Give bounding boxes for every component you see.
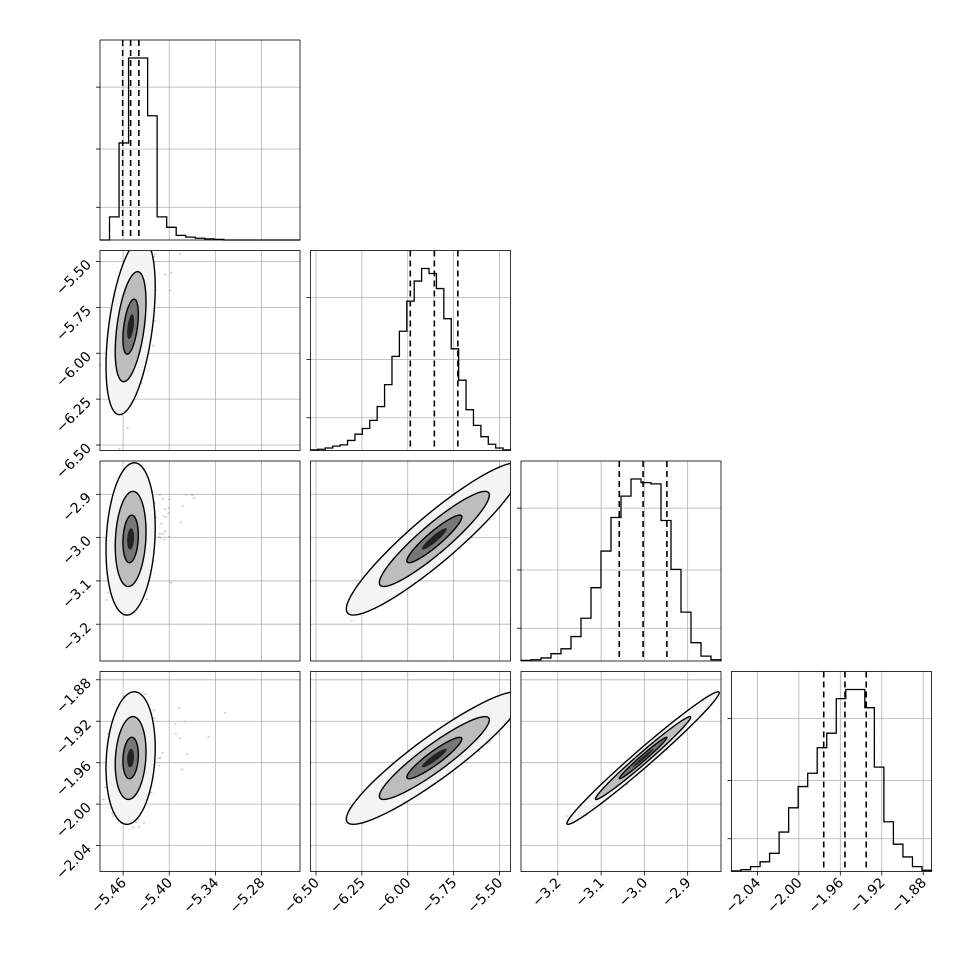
scatter-panel-3-1	[310, 671, 511, 872]
x-tick-label-1-4: −5.50	[465, 875, 507, 917]
x-tick-label-2-2: −3.0	[616, 875, 651, 910]
x-tick-label-0-3: −5.28	[227, 875, 269, 917]
x-tick-label-3-2: −1.96	[805, 875, 847, 917]
density-core	[421, 748, 447, 768]
panel-content	[102, 691, 227, 829]
panel-content	[345, 691, 511, 826]
y-tick-label-2-0: −3.2	[59, 620, 94, 655]
x-tick-label-1-0: −6.50	[281, 875, 323, 917]
panel-frame-3-1	[310, 671, 511, 872]
panel-content	[105, 462, 196, 616]
y-tick-label-1-0: −6.50	[53, 441, 95, 483]
x-tick-label-0-0: −5.46	[88, 875, 130, 917]
panel-frame-2-1	[310, 460, 511, 662]
panel-frame-2-0	[99, 460, 301, 662]
histogram-frame-3	[731, 671, 932, 872]
x-tick-label-3-4: −1.88	[888, 875, 930, 917]
histogram-step-3	[730, 688, 933, 872]
x-tick-label-2-1: −3.1	[573, 875, 608, 910]
y-tick-label-3-0: −2.04	[53, 841, 95, 883]
scatter-panel-3-2	[520, 671, 722, 872]
panel-content	[100, 250, 182, 450]
histogram-frame-1	[310, 250, 511, 451]
x-tick-label-3-0: −2.04	[723, 875, 765, 917]
y-tick-label-1-4: −5.50	[53, 257, 95, 299]
x-tick-label-2-0: −3.2	[529, 875, 564, 910]
histogram-frame-0	[99, 39, 301, 241]
panel-content	[345, 462, 511, 622]
panel-frame-1-0	[99, 250, 301, 451]
panel-frame-3-2	[520, 671, 722, 872]
scatter-panel-2-0	[99, 460, 301, 662]
density-core	[127, 748, 135, 768]
histogram-panel-0	[96, 39, 301, 241]
panel-content	[565, 691, 720, 825]
x-tick-label-3-3: −1.92	[847, 875, 889, 917]
y-tick-label-3-1: −2.00	[53, 800, 95, 842]
x-tick-label-0-2: −5.34	[181, 875, 223, 917]
density-core	[127, 528, 135, 550]
y-tick-label-2-2: −3.0	[59, 533, 94, 568]
y-tick-label-2-3: −2.9	[59, 490, 94, 525]
histogram-panel-1	[306, 250, 512, 451]
density-core	[632, 748, 654, 768]
histogram-step-2	[520, 478, 722, 662]
x-tick-label-3-1: −2.00	[764, 875, 806, 917]
x-tick-label-0-1: −5.40	[134, 875, 176, 917]
scatter-panel-2-1	[310, 460, 511, 662]
x-tick-label-2-3: −2.9	[659, 875, 694, 910]
density-core	[421, 528, 447, 550]
histogram-panel-2	[517, 460, 722, 662]
scatter-panel-3-0	[99, 671, 301, 872]
y-tick-label-3-2: −1.96	[53, 758, 95, 800]
y-tick-label-2-1: −3.1	[59, 576, 94, 611]
x-tick-label-1-1: −6.25	[327, 875, 369, 917]
density-core	[127, 314, 135, 340]
panel-frame-3-0	[99, 671, 301, 872]
x-tick-label-1-2: −6.00	[373, 875, 415, 917]
y-tick-label-1-1: −6.25	[53, 395, 95, 437]
y-tick-label-3-4: −1.88	[53, 675, 95, 717]
y-tick-label-1-2: −6.00	[53, 349, 95, 391]
histogram-frame-2	[520, 460, 722, 662]
scatter-panel-1-0	[99, 250, 301, 451]
x-tick-label-1-3: −5.75	[419, 875, 461, 917]
histogram-panel-3	[727, 671, 933, 872]
y-tick-label-3-3: −1.92	[53, 717, 95, 759]
y-tick-label-1-3: −5.75	[53, 303, 95, 345]
